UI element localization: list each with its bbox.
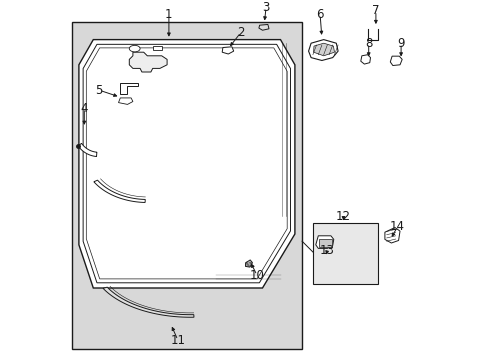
Polygon shape: [360, 55, 370, 64]
Polygon shape: [129, 52, 167, 72]
Text: 6: 6: [316, 8, 323, 21]
Polygon shape: [258, 24, 268, 30]
Polygon shape: [222, 47, 233, 54]
Polygon shape: [94, 180, 145, 202]
Polygon shape: [79, 40, 294, 288]
Polygon shape: [389, 56, 401, 66]
Text: 7: 7: [371, 4, 379, 17]
Polygon shape: [78, 143, 97, 157]
Bar: [318, 239, 331, 247]
Bar: [312, 223, 377, 284]
Polygon shape: [313, 43, 334, 56]
Polygon shape: [120, 83, 138, 94]
Text: 9: 9: [397, 37, 404, 50]
Text: 10: 10: [249, 269, 264, 282]
Polygon shape: [315, 236, 333, 248]
Text: 1: 1: [165, 8, 172, 21]
Text: 12: 12: [335, 210, 350, 222]
Ellipse shape: [129, 45, 140, 52]
Text: 2: 2: [237, 26, 244, 39]
Bar: [72, 22, 302, 349]
Polygon shape: [245, 260, 252, 267]
Bar: [152, 46, 162, 50]
Polygon shape: [308, 40, 337, 60]
Polygon shape: [103, 287, 194, 317]
Text: 3: 3: [262, 1, 269, 14]
Text: 4: 4: [81, 102, 88, 114]
Text: 14: 14: [389, 220, 404, 233]
Polygon shape: [384, 228, 399, 243]
Polygon shape: [118, 98, 133, 104]
Text: 13: 13: [319, 244, 334, 257]
Text: 8: 8: [364, 37, 372, 50]
Text: 5: 5: [95, 84, 102, 96]
Text: 11: 11: [170, 334, 185, 347]
